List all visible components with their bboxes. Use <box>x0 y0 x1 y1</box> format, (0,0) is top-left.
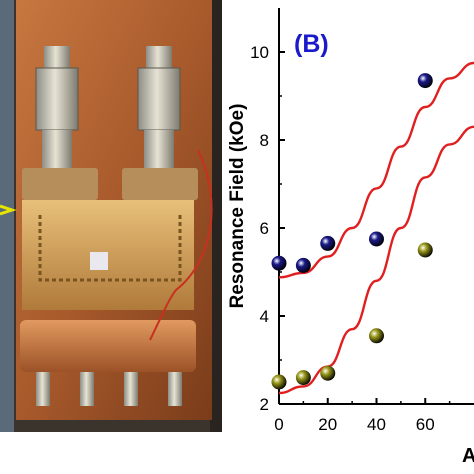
red-wire <box>149 149 213 341</box>
data-point-series-1 <box>271 255 287 271</box>
fit-curve-1 <box>278 61 474 279</box>
data-point-series-1 <box>417 73 433 89</box>
mounting-feet <box>36 372 182 406</box>
resonance-chart: (B) Resonance Field (kOe) A 2 4 6 8 10 0 20 40 6… <box>227 8 474 467</box>
photo-left-strip <box>0 0 14 432</box>
data-point-series-1 <box>320 235 336 251</box>
sample-chip <box>90 252 108 270</box>
y-tick-label: 2 <box>260 395 269 414</box>
data-point-series-2 <box>295 370 311 386</box>
x-tick-label: 60 <box>416 415 435 434</box>
y-axis-label: Resonance Field (kOe) <box>227 104 248 309</box>
y-tick-label: 8 <box>260 131 269 150</box>
data-point-series-2 <box>271 374 287 390</box>
right-clamp <box>122 168 198 200</box>
device-photo <box>0 0 222 432</box>
left-clamp <box>22 168 98 200</box>
panel-label: (B) <box>294 30 329 58</box>
y-tick-label: 4 <box>260 307 269 326</box>
waveguide-trace <box>38 215 182 282</box>
data-point-series-2 <box>369 328 384 344</box>
copper-base <box>20 320 196 372</box>
data-point-series-1 <box>295 257 311 273</box>
pointer-arrow-icon <box>0 204 17 216</box>
data-point-series-2 <box>417 242 433 258</box>
photo-right-frame <box>210 0 222 432</box>
y-tick-label: 10 <box>250 43 269 62</box>
x-tick-label: 0 <box>274 415 283 434</box>
fit-curve-2 <box>278 125 474 395</box>
data-point-series-1 <box>369 231 384 247</box>
y-tick-label: 6 <box>260 219 269 238</box>
x-tick-label: 40 <box>367 415 386 434</box>
left-sma-connector <box>35 46 79 170</box>
data-point-series-2 <box>320 365 336 381</box>
x-tick-label: 20 <box>318 415 337 434</box>
right-sma-connector <box>137 46 181 170</box>
x-axis-label: A <box>462 445 474 467</box>
